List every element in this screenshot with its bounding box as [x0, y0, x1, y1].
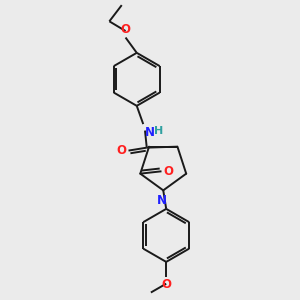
Text: O: O: [161, 278, 171, 291]
Text: H: H: [154, 126, 164, 136]
Text: N: N: [157, 194, 167, 207]
Text: N: N: [144, 126, 154, 139]
Text: O: O: [121, 23, 130, 36]
Text: O: O: [164, 165, 174, 178]
Text: O: O: [116, 144, 126, 157]
